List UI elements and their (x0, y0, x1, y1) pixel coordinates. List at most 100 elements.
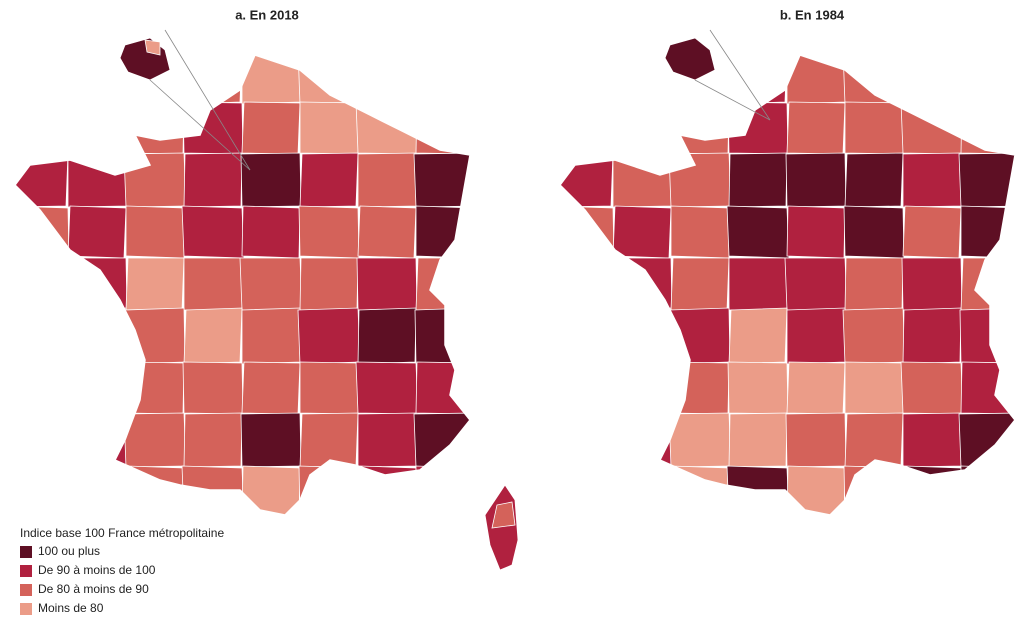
legend-label: 100 ou plus (38, 544, 100, 558)
departement (902, 307, 962, 365)
departement (727, 361, 789, 415)
departement (297, 307, 361, 365)
departement (299, 361, 359, 415)
departement (560, 465, 615, 515)
departement (844, 361, 904, 415)
departement (612, 307, 672, 365)
departement (728, 307, 788, 365)
departement (183, 257, 243, 311)
departement (900, 101, 964, 155)
departement (785, 152, 847, 208)
departement (124, 307, 186, 365)
departement (357, 465, 417, 515)
departement (612, 205, 672, 259)
departement (670, 101, 730, 155)
departement (843, 465, 905, 515)
departement (357, 412, 417, 468)
departement (611, 257, 673, 311)
map-title: a. En 2018 (235, 7, 299, 22)
departement (355, 361, 419, 415)
legend-label: De 80 à moins de 90 (38, 582, 149, 596)
departement (842, 307, 906, 365)
departement (125, 257, 185, 311)
departement (560, 101, 614, 155)
departement (728, 257, 788, 311)
departement (786, 101, 846, 155)
departement (241, 55, 301, 105)
map-1984 (559, 29, 1016, 516)
departement (612, 465, 672, 515)
departement (960, 361, 1015, 415)
departement (241, 307, 301, 365)
departement (65, 101, 129, 155)
departement (560, 205, 615, 259)
departement (241, 101, 301, 155)
departement (786, 307, 846, 365)
paris-inset (119, 37, 171, 81)
departement (902, 412, 962, 468)
corse (484, 484, 519, 571)
departement (612, 412, 672, 468)
corse-nord (491, 501, 516, 529)
departement (728, 412, 788, 468)
departement (66, 257, 128, 311)
departement (15, 465, 70, 515)
departement (560, 307, 616, 365)
paris-inset (144, 39, 161, 56)
departement (298, 465, 360, 515)
departement (786, 205, 846, 259)
departement (844, 412, 904, 468)
departement (298, 205, 360, 259)
departement (299, 101, 359, 155)
departement (240, 152, 302, 208)
departement (415, 257, 470, 311)
departement (15, 101, 69, 155)
departement (67, 152, 127, 208)
departements (560, 55, 1015, 515)
paris-inset (664, 37, 716, 81)
departement (125, 205, 185, 259)
departement (844, 152, 904, 208)
departement (901, 257, 963, 311)
departement (958, 412, 1015, 468)
departement (125, 465, 185, 515)
departement (299, 412, 359, 468)
departement (415, 205, 470, 259)
departement (357, 152, 417, 208)
departement (67, 205, 127, 259)
departement (784, 257, 848, 311)
legend-label: De 90 à moins de 100 (38, 563, 156, 577)
departement (668, 412, 732, 468)
departement (612, 55, 672, 105)
departement (15, 412, 69, 468)
departement (560, 412, 614, 468)
departement (900, 361, 964, 415)
departement (65, 361, 129, 415)
departement (960, 465, 1015, 515)
departements (15, 55, 470, 515)
departement (612, 152, 672, 208)
departement (670, 465, 730, 515)
legend-label: Moins de 80 (38, 601, 104, 615)
departement (299, 152, 359, 208)
departement (670, 205, 730, 259)
departement (357, 205, 417, 259)
departement (67, 307, 127, 365)
departement (960, 101, 1015, 155)
departement (560, 55, 616, 105)
departement (844, 101, 904, 155)
departement (610, 361, 674, 415)
departement (181, 465, 245, 515)
departement (668, 152, 732, 208)
departement (123, 152, 187, 208)
departement (240, 412, 302, 468)
departement (670, 257, 730, 311)
departement (15, 55, 71, 105)
legend-title: Indice base 100 France métropolitaine (20, 526, 224, 540)
departement (123, 412, 187, 468)
inset-line (709, 29, 771, 121)
departement (241, 361, 301, 415)
departement (960, 205, 1015, 259)
departement (241, 465, 301, 515)
